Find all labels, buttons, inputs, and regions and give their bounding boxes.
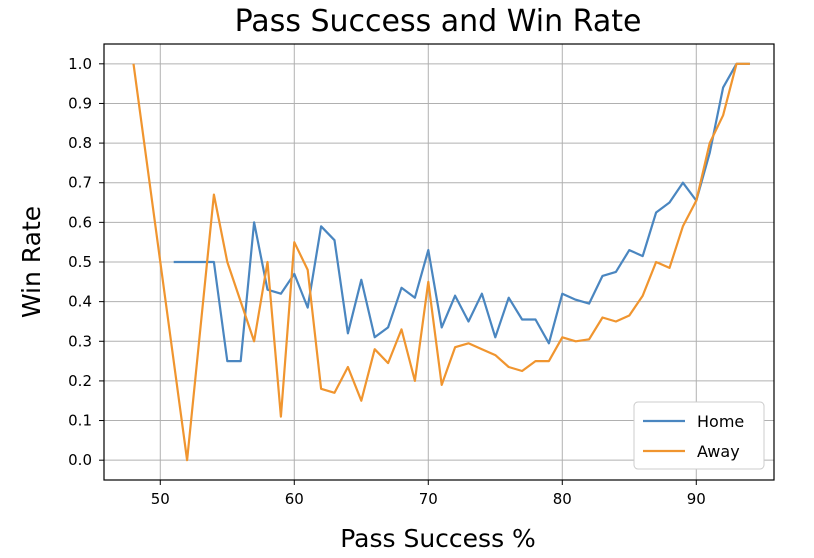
legend-box: [633, 401, 765, 470]
y-tick-label: 0.3: [68, 332, 92, 350]
y-tick-label: 0.2: [68, 372, 92, 390]
series-group: [132, 62, 750, 462]
legend-label-away: Away: [697, 442, 740, 461]
x-tick-label: 90: [687, 490, 706, 508]
series-line-away: [132, 62, 750, 462]
x-tick-label: 50: [151, 490, 170, 508]
y-tick-label: 0.8: [68, 134, 92, 152]
y-tick-label: 0.0: [68, 451, 92, 469]
y-tick-label: 0.6: [68, 213, 92, 231]
y-tick-label: 0.1: [68, 412, 92, 430]
x-tick-label: 70: [419, 490, 438, 508]
x-tick-label: 60: [285, 490, 304, 508]
y-axis-ticks: 0.0 0.1 0.2 0.3 0.4 0.5 0.6 0.7 0.8 0.9 1.0: [68, 55, 104, 469]
y-axis-label: Win Rate: [17, 206, 46, 318]
legend-label-home: Home: [697, 412, 744, 431]
y-tick-label: 0.4: [68, 293, 92, 311]
chart-title: Pass Success and Win Rate: [235, 4, 642, 39]
y-tick-label: 0.5: [68, 253, 92, 271]
legend: Home Away: [633, 401, 765, 470]
x-axis-ticks: 50 60 70 80 90: [151, 480, 706, 508]
series-line-home: [173, 62, 750, 363]
y-tick-label: 0.9: [68, 94, 92, 112]
x-tick-label: 80: [553, 490, 572, 508]
y-tick-label: 0.7: [68, 174, 92, 192]
y-tick-label: 1.0: [68, 55, 92, 73]
grid: [104, 44, 774, 480]
x-axis-label: Pass Success %: [340, 524, 536, 553]
